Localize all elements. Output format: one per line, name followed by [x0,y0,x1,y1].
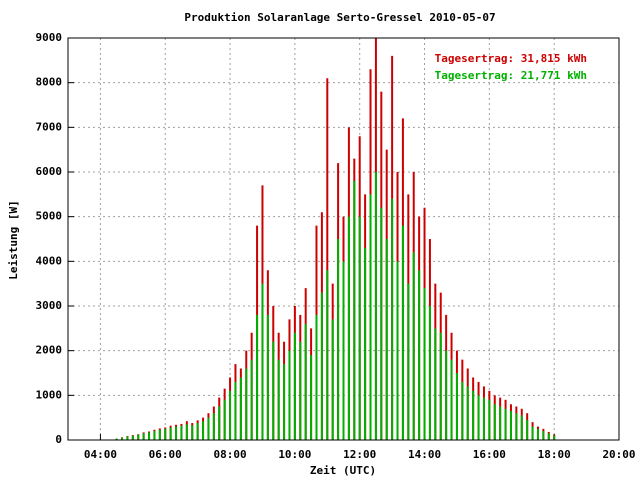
x-tick-label: 18:00 [538,448,571,461]
x-tick-label: 16:00 [473,448,506,461]
y-tick-label: 2000 [36,344,63,357]
x-tick-label: 10:00 [278,448,311,461]
x-axis-label: Zeit (UTC) [310,464,376,477]
x-tick-label: 08:00 [213,448,246,461]
y-tick-label: 0 [55,433,62,446]
chart-title: Produktion Solaranlage Serto-Gressel 201… [184,11,495,24]
legend-label: Tagesertrag: 31,815 kWh [435,52,587,65]
y-tick-label: 8000 [36,76,63,89]
legend-label: Tagesertrag: 21,771 kWh [435,69,587,82]
plot-frame [67,37,620,441]
y-tick-label: 4000 [36,254,63,267]
y-tick-label: 5000 [36,210,63,223]
x-tick-label: 06:00 [149,448,182,461]
x-tick-label: 20:00 [602,448,635,461]
y-tick-label: 9000 [36,31,63,44]
y-tick-label: 3000 [36,299,63,312]
x-tick-label: 04:00 [84,448,117,461]
x-tick-label: 12:00 [343,448,376,461]
y-axis-label: Leistung [W] [7,200,20,279]
y-tick-label: 1000 [36,388,63,401]
y-tick-label: 7000 [36,120,63,133]
x-tick-label: 14:00 [408,448,441,461]
y-tick-label: 6000 [36,165,63,178]
